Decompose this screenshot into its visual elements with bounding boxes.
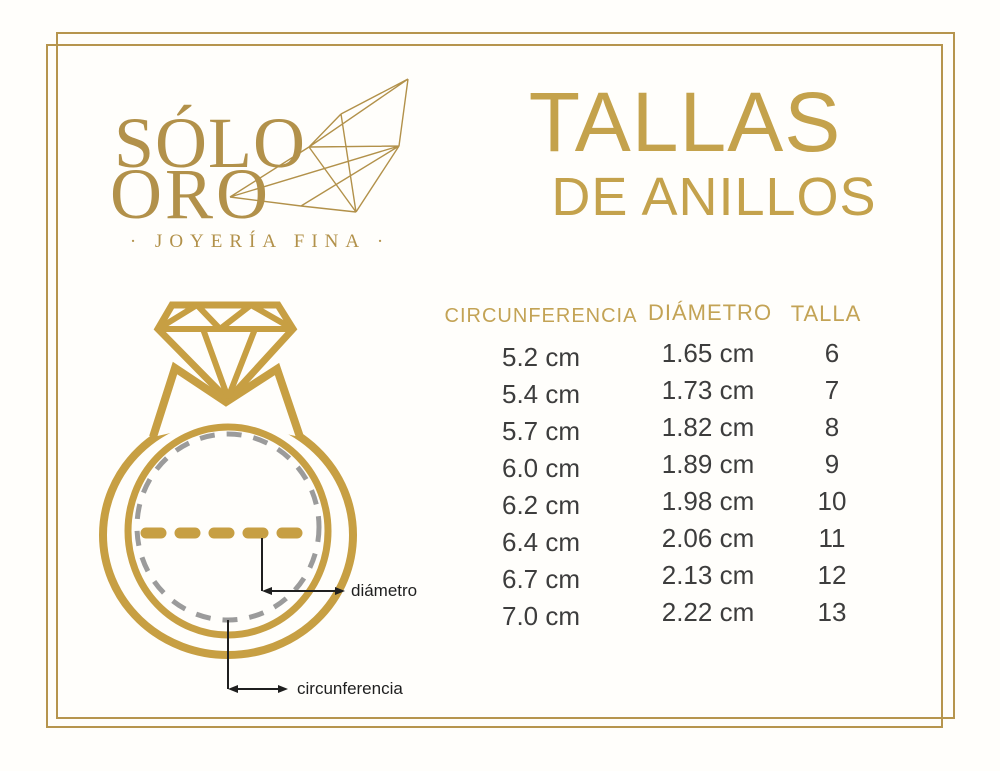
inner-frame-border [56,32,955,719]
crystal-diamond-icon [229,78,409,213]
diamond-ring-icon [99,301,357,659]
outer-frame-border [46,44,943,728]
diameter-annotation-arrow [261,538,345,595]
circumference-annotation-arrow [227,620,288,693]
